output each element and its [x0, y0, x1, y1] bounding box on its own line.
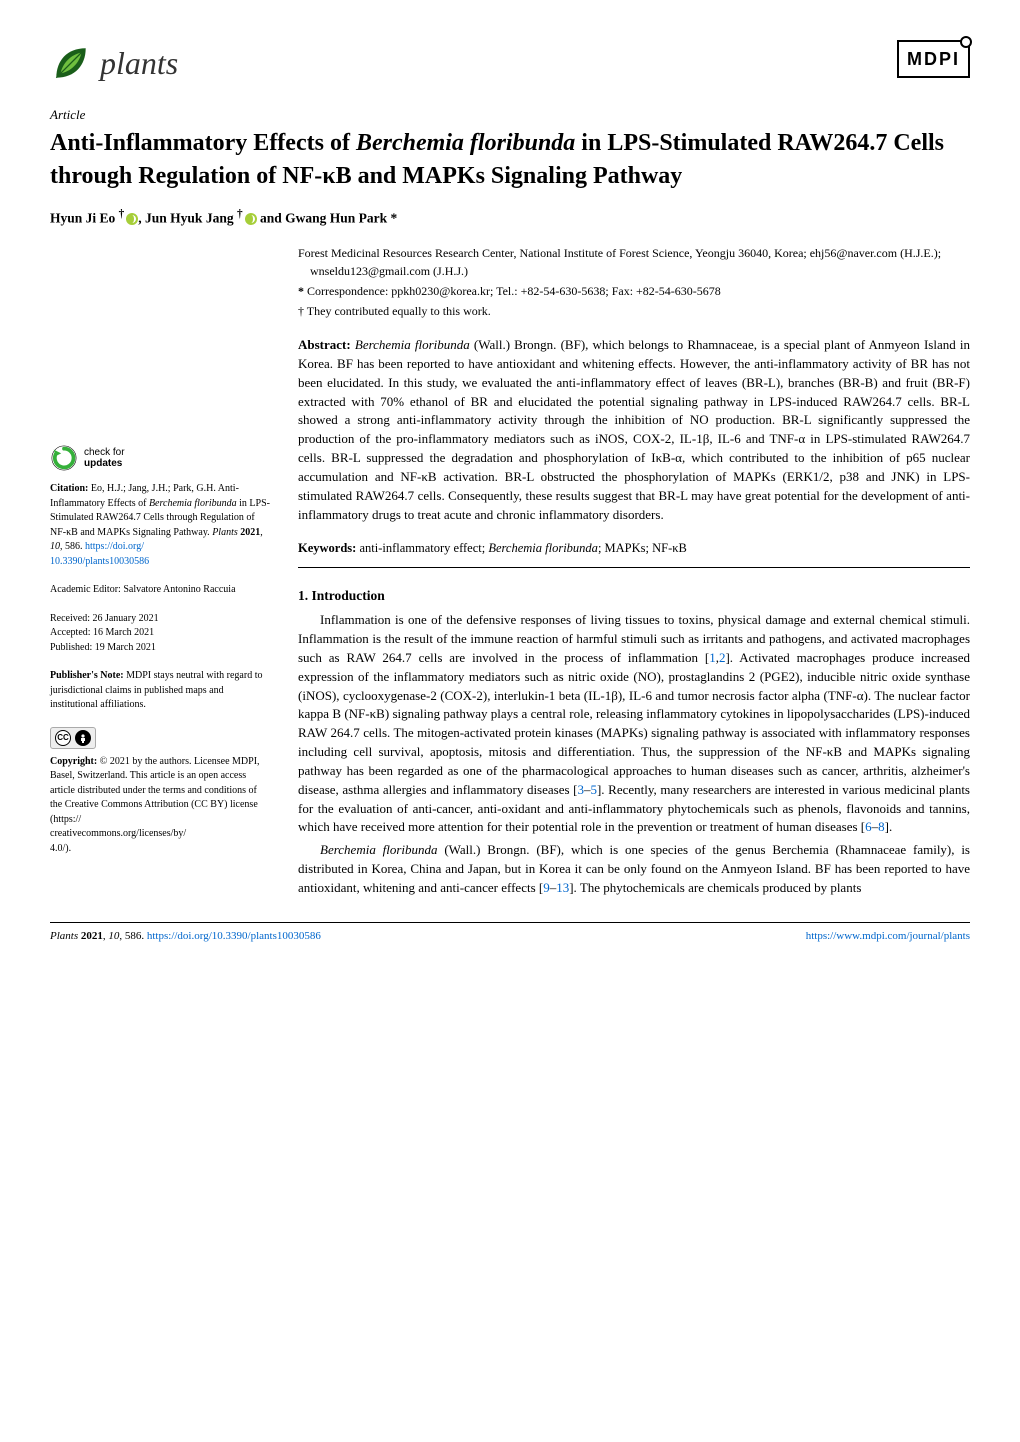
authors-line: Hyun Ji Eo †, Jun Hyuk Jang † and Gwang … [50, 206, 970, 228]
publishers-note-block: Publisher's Note: MDPI stays neutral wit… [50, 669, 270, 713]
orcid-icon[interactable] [245, 213, 257, 225]
published-date: Published: 19 March 2021 [50, 641, 270, 656]
orcid-icon[interactable] [126, 213, 138, 225]
correspondence: * Correspondence: ppkh0230@korea.kr; Tel… [298, 282, 970, 300]
footer-right: https://www.mdpi.com/journal/plants [806, 929, 970, 945]
check-updates-l2: updates [84, 458, 125, 469]
check-for-updates[interactable]: check for updates [50, 444, 270, 472]
journal-brand: plants [50, 40, 178, 86]
editor-block: Academic Editor: Salvatore Antonino Racc… [50, 583, 270, 598]
accepted-date: Accepted: 16 March 2021 [50, 626, 270, 641]
abstract-label: Abstract: [298, 337, 351, 352]
received-date: Received: 26 January 2021 [50, 612, 270, 627]
ref-link[interactable]: 2 [719, 650, 726, 665]
doi-link[interactable]: https://doi.org/10.3390/plants10030586 [50, 541, 149, 567]
abstract: Abstract: Berchemia floribunda (Wall.) B… [298, 336, 970, 524]
ref-link[interactable]: 9 [543, 880, 550, 895]
intro-p2: Berchemia floribunda (Wall.) Brongn. (BF… [298, 841, 970, 898]
check-updates-icon [50, 444, 78, 472]
page-header: plants MDPI [50, 40, 970, 86]
citation-text: Eo, H.J.; Jang, J.H.; Park, G.H. Anti-In… [50, 483, 270, 567]
footer-journal-link[interactable]: https://www.mdpi.com/journal/plants [806, 930, 970, 942]
section-1-heading: 1. Introduction [298, 586, 970, 606]
divider [298, 567, 970, 568]
ref-link[interactable]: 13 [556, 880, 569, 895]
citation-label: Citation: [50, 483, 88, 494]
cc-by-badge[interactable]: CC [50, 727, 96, 749]
ref-link[interactable]: 6 [865, 819, 872, 834]
intro-p1: Inflammation is one of the defensive res… [298, 611, 970, 837]
check-updates-l1: check for [84, 447, 125, 458]
copyright-label: Copyright: [50, 756, 97, 767]
main-column: Forest Medicinal Resources Research Cent… [298, 244, 970, 902]
keywords-label: Keywords: [298, 541, 356, 555]
article-title: Anti-Inflammatory Effects of Berchemia f… [50, 127, 970, 192]
journal-leaf-icon [50, 42, 92, 84]
footer-doi-link[interactable]: https://doi.org/10.3390/plants10030586 [147, 930, 321, 942]
license-block: CC Copyright: © 2021 by the authors. Lic… [50, 727, 270, 857]
editor-name: Salvatore Antonino Raccuia [123, 584, 235, 595]
ref-link[interactable]: 3 [577, 782, 584, 797]
cc-icon: CC [55, 730, 71, 746]
citation-block: Citation: Eo, H.J.; Jang, J.H.; Park, G.… [50, 482, 270, 569]
sidebar: check for updates Citation: Eo, H.J.; Ja… [50, 244, 270, 902]
ref-link[interactable]: 5 [590, 782, 597, 797]
ref-link[interactable]: 8 [878, 819, 885, 834]
by-icon [75, 730, 91, 746]
pubnote-label: Publisher's Note: [50, 670, 124, 681]
page-footer: Plants 2021, 10, 586. https://doi.org/10… [50, 922, 970, 945]
equal-contrib: † They contributed equally to this work. [298, 302, 970, 320]
footer-left: Plants 2021, 10, 586. https://doi.org/10… [50, 929, 321, 945]
editor-label: Academic Editor: [50, 584, 121, 595]
journal-name: plants [100, 40, 178, 86]
affiliation-inst: Forest Medicinal Resources Research Cent… [298, 244, 970, 280]
ref-link[interactable]: 1 [709, 650, 716, 665]
publisher-logo: MDPI [897, 40, 970, 78]
dates-block: Received: 26 January 2021 Accepted: 16 M… [50, 612, 270, 656]
affiliations: Forest Medicinal Resources Research Cent… [298, 244, 970, 320]
keywords: Keywords: anti-inflammatory effect; Berc… [298, 539, 970, 557]
article-type: Article [50, 106, 970, 125]
copyright-text: © 2021 by the authors. Licensee MDPI, Ba… [50, 756, 260, 854]
